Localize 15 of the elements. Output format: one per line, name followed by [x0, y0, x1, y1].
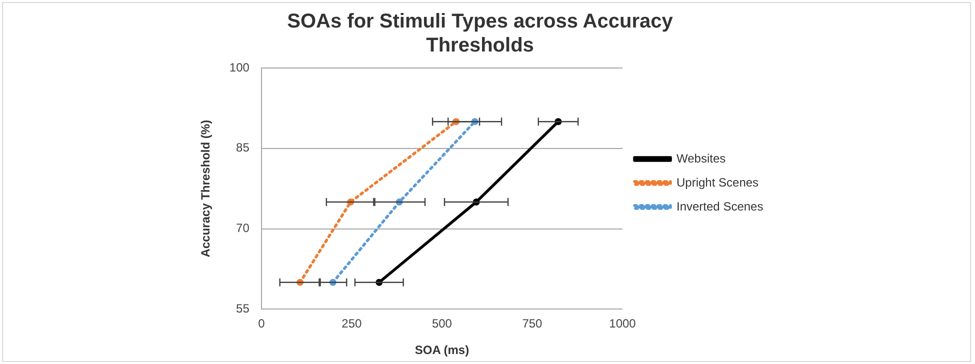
x-tick-label: 0: [258, 316, 266, 331]
x-tick-label: 250: [342, 316, 362, 331]
legend-label: Inverted Scenes: [676, 199, 764, 214]
y-tick-label: 70: [236, 221, 250, 236]
y-tick-label: 55: [236, 302, 250, 316]
y-axis-title: Accuracy Threshold (%): [198, 120, 213, 258]
chart-title: SOAs for Stimuli Types across Accuracy Thresholds: [287, 10, 674, 57]
legend-label: Websites: [676, 151, 726, 166]
x-axis-title: SOA (ms): [414, 343, 470, 358]
x-tick-label: 750: [522, 316, 543, 331]
y-tick-label: 100: [229, 60, 250, 74]
y-tick-label: 85: [236, 140, 250, 155]
x-tick-label: 1000: [609, 316, 636, 331]
legend-label: Upright Scenes: [676, 175, 759, 190]
x-tick-label: 500: [432, 316, 452, 331]
